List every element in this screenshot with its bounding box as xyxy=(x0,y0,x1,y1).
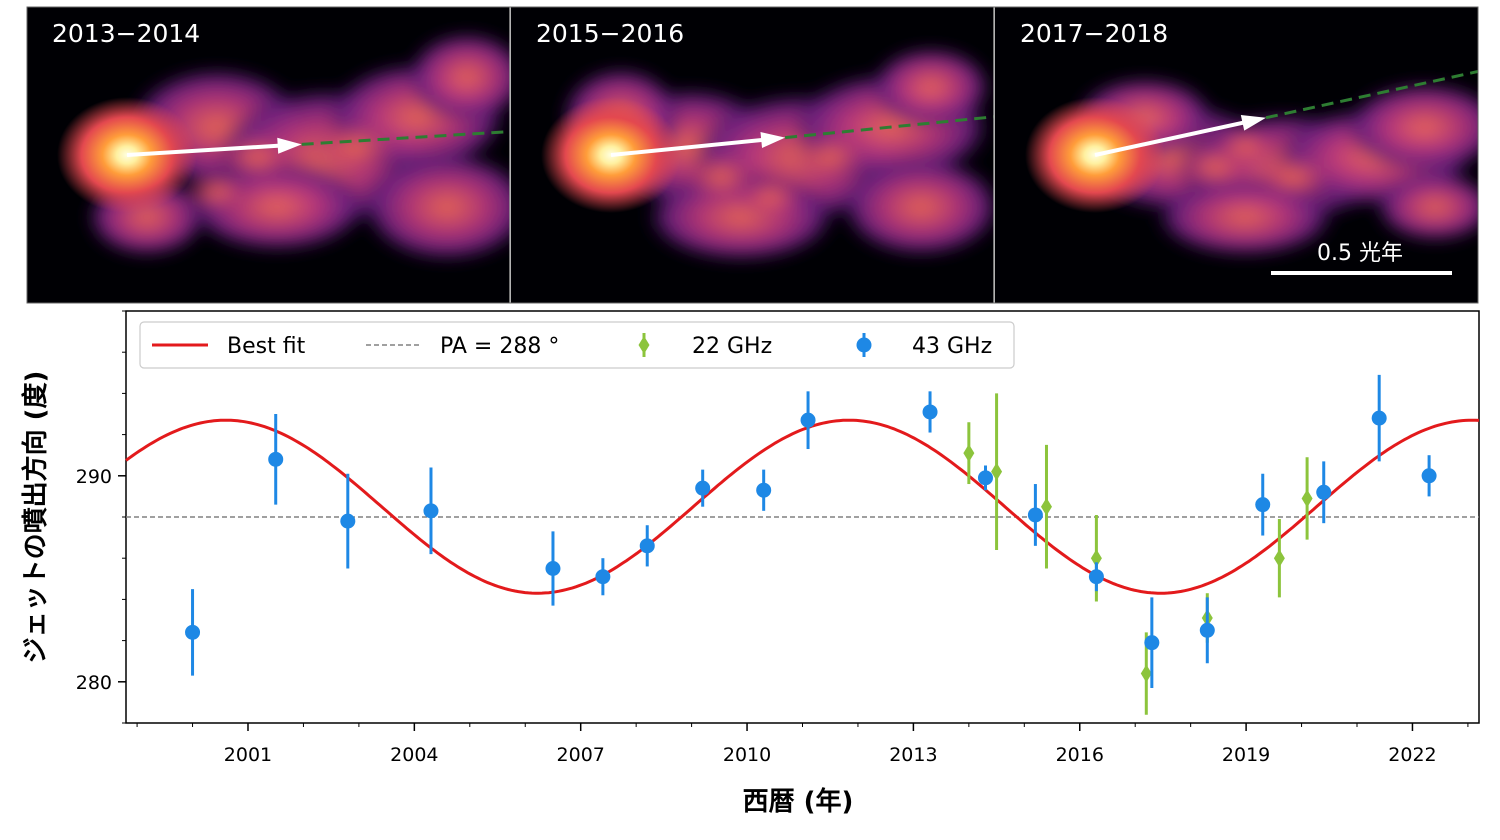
arrow-head xyxy=(760,132,786,148)
image-panel-2: 2015−2016 xyxy=(511,7,994,303)
data-points-layer xyxy=(185,374,1437,715)
series-43-ghz xyxy=(185,374,1437,688)
data-point-diamond xyxy=(1140,664,1152,683)
data-point-circle xyxy=(977,470,993,486)
y-axis-title: ジェットの噴出方向 (度) xyxy=(20,371,51,664)
x-tick-label: 2007 xyxy=(557,744,605,766)
data-point-circle xyxy=(1088,569,1104,585)
data-point-circle xyxy=(922,404,938,420)
image-panel-1: 2013−2014 xyxy=(27,7,510,303)
legend: Best fit PA = 288 ° 22 GHz 43 GHz xyxy=(139,321,1015,369)
data-point-circle xyxy=(1199,622,1215,638)
data-point-circle xyxy=(800,412,816,428)
x-tick-label: 2013 xyxy=(889,744,937,766)
jet-knot xyxy=(182,172,252,212)
jet-direction-extension xyxy=(301,130,510,146)
jet-knot xyxy=(736,177,806,217)
image-panel-3: 2017−2018 xyxy=(995,7,1478,303)
legend-box xyxy=(139,321,1015,369)
x-tick-label: 2004 xyxy=(390,744,438,766)
jet-emission-blob xyxy=(407,32,510,122)
fit-curve-layer xyxy=(125,418,1480,595)
legend-22ghz-marker xyxy=(638,336,650,354)
jet-knot xyxy=(312,119,402,175)
jet-direction-extension xyxy=(1265,70,1478,120)
jet-direction-arrow xyxy=(126,143,284,157)
data-point-circle xyxy=(756,482,772,498)
x-tick-label: 2016 xyxy=(1056,744,1104,766)
legend-43ghz-marker xyxy=(856,337,872,353)
position-angle-plot: 2001 2004 2007 2010 2013 2016 2019 2022 280 290 B… xyxy=(20,310,1480,817)
data-point-circle xyxy=(1316,484,1332,500)
panel-label: 2013−2014 xyxy=(52,19,200,48)
x-axis-title: 西暦 (年) xyxy=(743,786,854,817)
data-point-circle xyxy=(545,561,561,576)
jet-emission xyxy=(87,32,510,262)
panel-border xyxy=(26,6,1479,304)
data-point-circle xyxy=(1144,635,1160,651)
data-point-circle xyxy=(423,503,439,519)
best-fit-curve xyxy=(125,418,1480,595)
legend-fit-label: Best fit xyxy=(227,334,306,359)
jet-emission-blob xyxy=(871,47,991,127)
jet-emission-blob xyxy=(1345,82,1478,172)
x-tick-label: 2022 xyxy=(1388,744,1436,766)
y-tick-label: 280 xyxy=(76,672,112,694)
jet-direction-arrow xyxy=(1094,119,1249,157)
data-point-diamond xyxy=(991,462,1003,481)
scale-bar-label: 0.5 光年 xyxy=(1317,241,1403,266)
arrow-head xyxy=(277,137,302,154)
data-point-diamond xyxy=(963,444,975,463)
jet-knot xyxy=(1255,155,1335,199)
jet-emission-blob xyxy=(362,152,510,262)
panel-label: 2015−2016 xyxy=(536,19,684,48)
data-point-circle xyxy=(695,480,711,496)
data-point-circle xyxy=(1027,507,1043,523)
data-point-circle xyxy=(1371,410,1387,426)
jet-knot xyxy=(791,133,871,181)
jet-image-panels: 2013−2014 2015−2016 2017−2018 0.5 光年 xyxy=(26,6,1479,304)
jet-direction-extension xyxy=(784,115,994,140)
data-point-diamond xyxy=(1090,549,1102,568)
y-tick-label: 290 xyxy=(76,466,112,488)
jet-emission-blob xyxy=(1375,172,1478,242)
data-point-circle xyxy=(340,513,356,529)
arrow-head xyxy=(1240,115,1266,131)
data-point-circle xyxy=(595,569,611,585)
data-point-diamond xyxy=(1273,549,1285,568)
panel-label: 2017−2018 xyxy=(1020,19,1168,48)
x-tick-label: 2019 xyxy=(1222,744,1270,766)
data-point-circle xyxy=(1255,497,1271,513)
jet-emission-blob xyxy=(841,157,994,257)
jet-direction-arrow xyxy=(610,137,768,157)
jet-knot xyxy=(1210,127,1280,167)
axis-ticks-layer: 2001 2004 2007 2010 2013 2016 2019 2022 280 290 xyxy=(76,310,1469,766)
legend-reference-label: PA = 288 ° xyxy=(440,334,559,359)
data-point-circle xyxy=(639,538,655,554)
data-point-diamond xyxy=(1301,489,1313,508)
legend-43ghz-label: 43 GHz xyxy=(912,334,992,359)
data-point-circle xyxy=(185,624,201,640)
x-tick-label: 2001 xyxy=(224,744,272,766)
x-tick-label: 2010 xyxy=(723,744,771,766)
data-point-circle xyxy=(268,451,284,467)
data-point-diamond xyxy=(1040,497,1052,516)
data-point-circle xyxy=(1421,468,1437,484)
legend-22ghz-label: 22 GHz xyxy=(692,334,772,359)
